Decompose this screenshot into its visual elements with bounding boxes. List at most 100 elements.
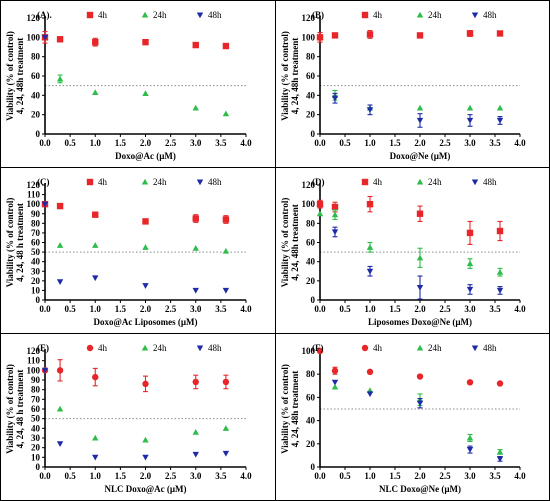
x-tick-label: 1.5 [115,138,127,148]
x-tick-label: 2.0 [414,471,426,481]
y-tick-label: 40 [31,257,41,267]
data-point [361,344,369,352]
data-point [496,30,504,37]
y-tick-label: 50 [31,414,41,424]
data-point [316,200,324,208]
y-tick-label: 80 [306,52,316,62]
data-point [41,367,49,374]
data-point [56,242,64,248]
y-tick-label: 120 [27,13,41,23]
panel-label: (D) [312,177,325,187]
x-tick-label: 3.0 [464,471,476,481]
data-point [192,378,199,386]
y-axis-label: Viability (% of control)4, 24, 48h treat… [5,31,25,121]
x-tick-label: 4.0 [514,138,526,148]
x-axis-label: Doxo@Ne (µM) [390,151,451,161]
y-tick-label: 30 [31,433,41,443]
y-axis-label-line: Viability (% of control) [5,364,15,454]
y-tick-label: 20 [31,443,41,453]
chart-svg: Viability (% of control)4, 24, 48 h trea… [5,343,252,494]
y-tick-label: 60 [306,238,316,248]
y-tick-label: 70 [31,394,41,404]
x-tick-label: 0.5 [339,471,351,481]
data-point [196,345,204,352]
x-tick-label: 0.5 [65,471,77,481]
y-tick-label: 40 [306,257,316,267]
y-tick-label: 20 [31,110,41,120]
data-point [366,391,374,398]
data-point [496,227,504,235]
data-point [496,456,504,463]
panel-f: Viability (% of control)4, 24, 48h treat… [275,333,550,501]
data-point [222,247,230,254]
y-tick-label: 100 [27,199,41,209]
data-point [466,260,474,267]
y-tick-label: 120 [27,346,41,356]
y-tick-label: 100 [302,346,316,356]
x-tick-label: 4.0 [514,471,526,481]
y-axis-label: Viability (% of control)4, 24, 48h treat… [280,364,300,454]
legend-label: 48h [208,343,222,353]
x-tick-label: 3.5 [489,471,501,481]
series-24h [56,74,230,117]
data-point [366,244,374,250]
data-point [471,179,479,186]
x-tick-label: 2.5 [439,304,451,314]
y-axis-label-line: 4, 24, 48h treatment [15,38,25,115]
y-tick-label: 90 [31,209,41,219]
data-point [92,211,99,218]
legend-label: 48h [483,343,497,353]
legend-label: 4h [98,10,108,20]
data-point [331,95,339,102]
x-tick-label: 1.0 [364,471,376,481]
legend-label: 24h [153,343,167,353]
series-48h [331,379,504,463]
x-tick-label: 0.0 [39,138,51,148]
data-point [366,31,374,38]
data-point [92,38,99,46]
data-point [416,210,424,217]
y-axis-label-line: 4, 24, 48h treatment [290,38,300,115]
panel-label: (E) [37,343,49,353]
x-tick-label: 3.5 [215,138,227,148]
x-tick-label: 0.0 [39,304,51,314]
data-point [192,104,199,111]
y-tick-label: 60 [306,392,316,402]
y-axis-label: Viability (% of control)4, 24, 48 h trea… [5,364,25,454]
series-24h [56,405,230,443]
x-tick-label: 3.5 [489,304,501,314]
y-tick-label: 100 [302,199,316,209]
data-point [471,12,479,19]
x-tick-label: 3.0 [190,471,202,481]
data-point [331,367,339,374]
y-tick-label: 80 [31,52,41,62]
legend-label: 48h [208,177,222,187]
data-point [86,344,94,352]
y-axis-label-line: Viability (% of control) [5,31,15,121]
y-axis-label: Viability (% of control)4, 24, 48 h trea… [5,198,25,288]
data-point [142,436,149,443]
x-tick-label: 2.0 [414,138,426,148]
y-tick-label: 120 [27,180,41,190]
data-point [92,454,99,461]
x-tick-label: 2.5 [165,471,177,481]
data-point [416,178,424,185]
legend-label: 4h [373,177,383,187]
data-point [331,32,339,39]
legend-label: 4h [98,177,108,187]
x-tick-label: 1.5 [389,304,401,314]
data-point [142,90,149,96]
y-tick-label: 100 [27,32,41,42]
y-axis-label-line: Viability (% of control) [280,364,290,454]
y-tick-label: 20 [306,439,316,449]
series-24h [56,242,230,254]
legend-label: 4h [373,10,383,20]
y-tick-label: 0 [311,462,316,472]
data-point [361,178,369,186]
data-point [331,211,339,218]
data-point [416,11,424,18]
data-point [416,344,424,351]
data-point [496,117,504,124]
data-point [56,405,64,412]
